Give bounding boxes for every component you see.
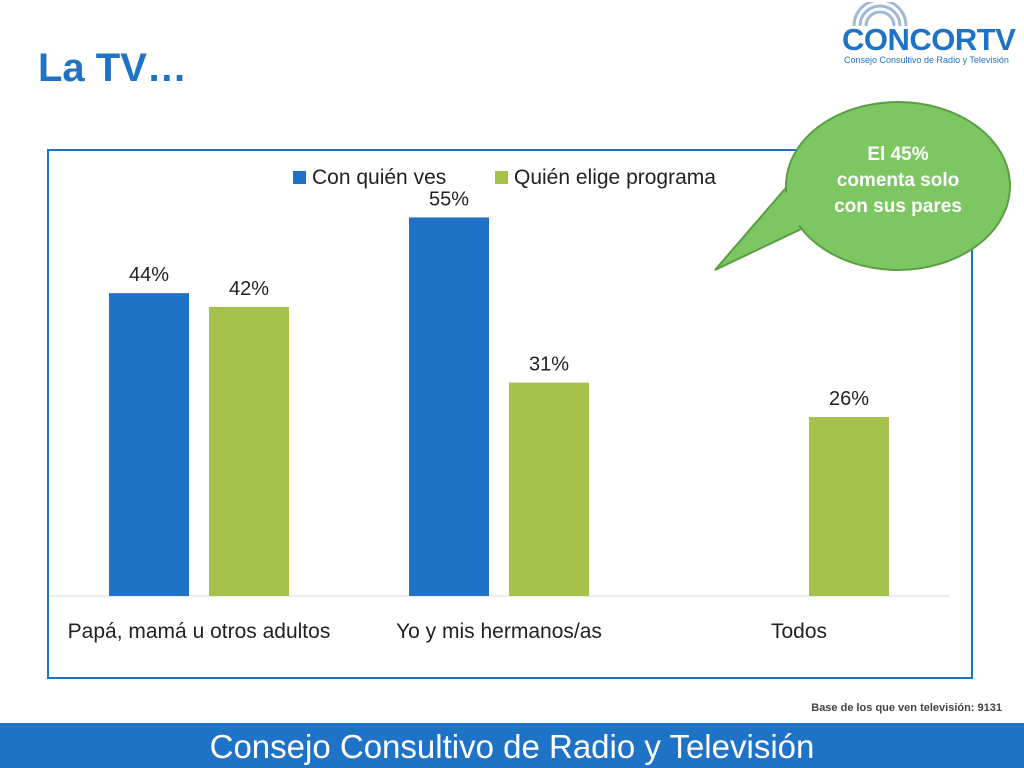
legend-label: Quién elige programa bbox=[514, 166, 716, 189]
chart-frame: Con quién ves Quién elige programa 44% 42% P… bbox=[47, 149, 973, 679]
bar-2-2 bbox=[509, 382, 589, 596]
data-label-2-3: 26% bbox=[829, 388, 869, 410]
logo-subtitle: Consejo Consultivo de Radio y Televisión bbox=[844, 55, 1009, 65]
data-label-2-2: 31% bbox=[529, 354, 569, 376]
signal-waves-icon bbox=[852, 2, 908, 27]
legend-entry-2: Quién elige programa bbox=[495, 166, 716, 189]
bar-1-2 bbox=[409, 217, 489, 596]
category-label-2: Yo y mis hermanos/as bbox=[396, 620, 602, 643]
data-label-1-2: 55% bbox=[429, 188, 469, 210]
data-label-1-1: 44% bbox=[129, 264, 169, 286]
data-label-2-1: 42% bbox=[229, 278, 269, 300]
slide-title: La TV… bbox=[38, 46, 187, 90]
footer-bar: Consejo Consultivo de Radio y Televisión bbox=[0, 723, 1024, 768]
logo-wordmark: CONCORTV bbox=[842, 22, 1016, 57]
callout-line-1: El 45% bbox=[867, 144, 929, 165]
bar-chart: Con quién ves Quién elige programa 44% 42% P… bbox=[49, 166, 949, 643]
bar-1-1 bbox=[109, 293, 189, 596]
bar-2-1 bbox=[209, 306, 289, 596]
concortv-logo: CONCORTV Consejo Consultivo de Radio y T… bbox=[840, 2, 1020, 68]
bar-2-3 bbox=[809, 417, 889, 596]
legend-swatch bbox=[293, 171, 306, 184]
legend-label: Con quién ves bbox=[312, 166, 446, 189]
category-label-3: Todos bbox=[771, 620, 827, 643]
category-label-1: Papá, mamá u otros adultos bbox=[68, 620, 331, 643]
legend-entry-1: Con quién ves bbox=[293, 166, 446, 189]
footer-text: Consejo Consultivo de Radio y Televisión bbox=[209, 728, 815, 765]
base-note: Base de los que ven televisión: 9131 bbox=[811, 702, 1002, 714]
callout-line-3: con sus pares bbox=[834, 196, 962, 217]
speech-bubble-callout bbox=[714, 101, 1011, 271]
legend-swatch bbox=[495, 171, 508, 184]
callout-line-2: comenta solo bbox=[836, 170, 960, 191]
callout-text: El 45% comenta solo con sus pares bbox=[782, 142, 1014, 220]
